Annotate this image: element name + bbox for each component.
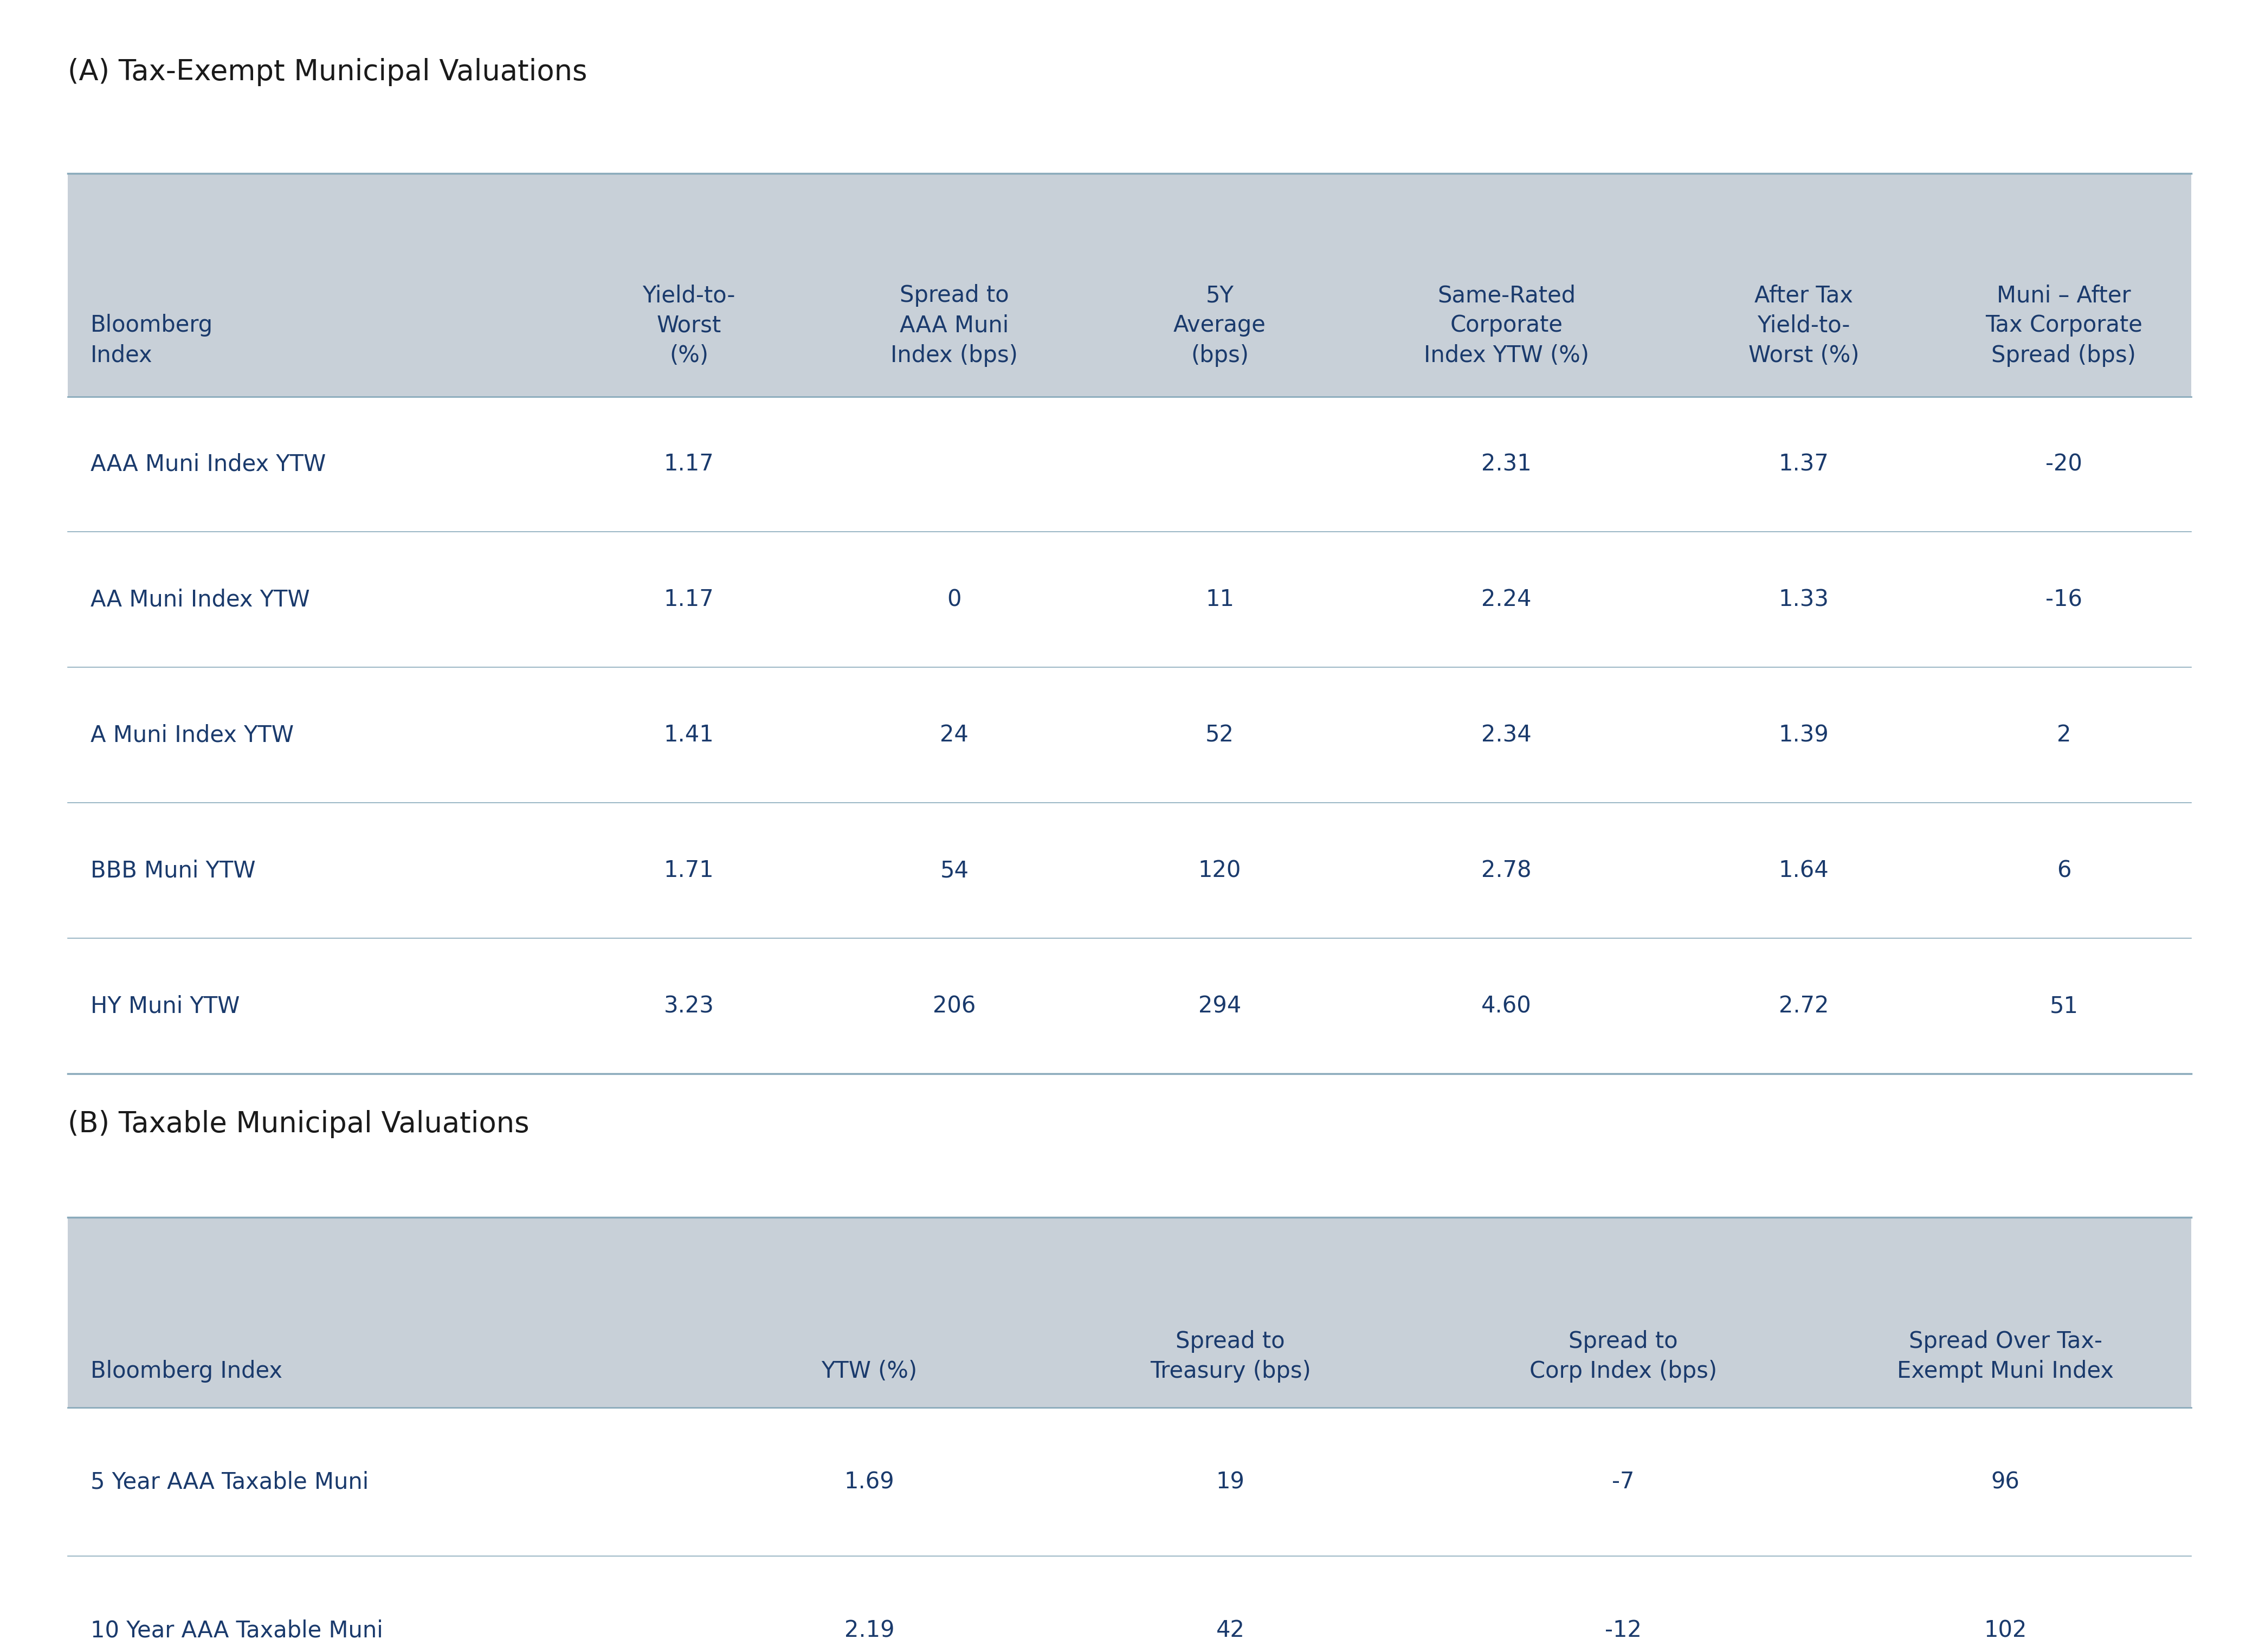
- Text: 52: 52: [1206, 724, 1233, 747]
- Text: 2.34: 2.34: [1482, 724, 1532, 747]
- Text: 10 Year AAA Taxable Muni: 10 Year AAA Taxable Muni: [90, 1619, 382, 1642]
- Text: 19: 19: [1215, 1470, 1245, 1493]
- Text: Spread to
Treasury (bps): Spread to Treasury (bps): [1150, 1330, 1310, 1383]
- Text: YTW (%): YTW (%): [822, 1360, 917, 1383]
- Text: Spread Over Tax-
Exempt Muni Index: Spread Over Tax- Exempt Muni Index: [1898, 1330, 2114, 1383]
- Text: AA Muni Index YTW: AA Muni Index YTW: [90, 588, 309, 611]
- Text: BBB Muni YTW: BBB Muni YTW: [90, 859, 255, 882]
- Text: -12: -12: [1604, 1619, 1642, 1642]
- Text: 5Y
Average
(bps): 5Y Average (bps): [1172, 284, 1265, 367]
- Text: 51: 51: [2049, 995, 2078, 1018]
- Text: 2.78: 2.78: [1482, 859, 1532, 882]
- Text: 120: 120: [1197, 859, 1240, 882]
- Text: 2.19: 2.19: [845, 1619, 895, 1642]
- Text: Spread to
Corp Index (bps): Spread to Corp Index (bps): [1529, 1330, 1717, 1383]
- Text: A Muni Index YTW: A Muni Index YTW: [90, 724, 294, 747]
- Text: AAA Muni Index YTW: AAA Muni Index YTW: [90, 453, 325, 476]
- Text: Muni – After
Tax Corporate
Spread (bps): Muni – After Tax Corporate Spread (bps): [1986, 284, 2142, 367]
- Text: 96: 96: [1990, 1470, 2020, 1493]
- Text: 0: 0: [947, 588, 962, 611]
- Text: 42: 42: [1215, 1619, 1245, 1642]
- Text: 1.69: 1.69: [845, 1470, 895, 1493]
- Text: 24: 24: [940, 724, 969, 747]
- Text: 1.39: 1.39: [1778, 724, 1830, 747]
- Text: Same-Rated
Corporate
Index YTW (%): Same-Rated Corporate Index YTW (%): [1423, 284, 1588, 367]
- Text: 2.24: 2.24: [1482, 588, 1532, 611]
- Text: 3.23: 3.23: [664, 995, 714, 1018]
- Text: 1.64: 1.64: [1778, 859, 1830, 882]
- Text: Spread to
AAA Muni
Index (bps): Spread to AAA Muni Index (bps): [890, 284, 1019, 367]
- Text: 54: 54: [940, 859, 969, 882]
- Text: 2.72: 2.72: [1778, 995, 1830, 1018]
- Text: Bloomberg
Index: Bloomberg Index: [90, 314, 212, 367]
- Text: 1.33: 1.33: [1778, 588, 1830, 611]
- Text: Bloomberg Index: Bloomberg Index: [90, 1360, 282, 1383]
- Text: 1.37: 1.37: [1778, 453, 1830, 476]
- Text: 1.41: 1.41: [664, 724, 714, 747]
- Text: (A) Tax-Exempt Municipal Valuations: (A) Tax-Exempt Municipal Valuations: [68, 58, 587, 86]
- Text: Yield-to-
Worst
(%): Yield-to- Worst (%): [642, 284, 736, 367]
- Text: 102: 102: [1983, 1619, 2026, 1642]
- Text: 1.71: 1.71: [664, 859, 714, 882]
- Text: 11: 11: [1206, 588, 1233, 611]
- Text: HY Muni YTW: HY Muni YTW: [90, 995, 239, 1018]
- Bar: [68, 1218, 2191, 1408]
- Text: 5 Year AAA Taxable Muni: 5 Year AAA Taxable Muni: [90, 1470, 368, 1493]
- Bar: [68, 173, 2191, 396]
- Text: 206: 206: [933, 995, 976, 1018]
- Text: 2: 2: [2056, 724, 2072, 747]
- Text: (B) Taxable Municipal Valuations: (B) Taxable Municipal Valuations: [68, 1110, 529, 1138]
- Text: 294: 294: [1197, 995, 1240, 1018]
- Text: 4.60: 4.60: [1482, 995, 1532, 1018]
- Text: 1.17: 1.17: [664, 453, 714, 476]
- Text: 1.17: 1.17: [664, 588, 714, 611]
- Text: -7: -7: [1613, 1470, 1636, 1493]
- Text: After Tax
Yield-to-
Worst (%): After Tax Yield-to- Worst (%): [1748, 284, 1859, 367]
- Text: 2.31: 2.31: [1482, 453, 1532, 476]
- Text: -16: -16: [2044, 588, 2083, 611]
- Text: 6: 6: [2056, 859, 2072, 882]
- Text: -20: -20: [2044, 453, 2083, 476]
